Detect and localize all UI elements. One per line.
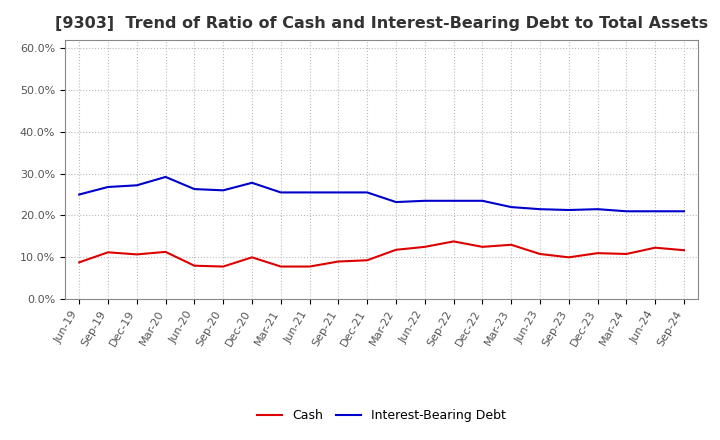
Cash	[593, 250, 602, 256]
Cash	[248, 255, 256, 260]
Interest-Bearing Debt	[680, 209, 688, 214]
Cash	[132, 252, 141, 257]
Cash	[190, 263, 199, 268]
Interest-Bearing Debt	[104, 184, 112, 190]
Interest-Bearing Debt	[75, 192, 84, 197]
Interest-Bearing Debt	[420, 198, 429, 203]
Interest-Bearing Debt	[363, 190, 372, 195]
Interest-Bearing Debt	[334, 190, 343, 195]
Interest-Bearing Debt	[536, 206, 544, 212]
Interest-Bearing Debt	[622, 209, 631, 214]
Interest-Bearing Debt	[449, 198, 458, 203]
Interest-Bearing Debt	[305, 190, 314, 195]
Cash	[536, 251, 544, 257]
Interest-Bearing Debt	[651, 209, 660, 214]
Cash	[104, 249, 112, 255]
Interest-Bearing Debt	[161, 174, 170, 180]
Interest-Bearing Debt	[132, 183, 141, 188]
Cash	[622, 251, 631, 257]
Interest-Bearing Debt	[219, 188, 228, 193]
Cash	[420, 244, 429, 249]
Cash	[507, 242, 516, 247]
Cash	[651, 245, 660, 250]
Cash	[305, 264, 314, 269]
Interest-Bearing Debt	[248, 180, 256, 185]
Title: [9303]  Trend of Ratio of Cash and Interest-Bearing Debt to Total Assets: [9303] Trend of Ratio of Cash and Intere…	[55, 16, 708, 32]
Cash	[478, 244, 487, 249]
Interest-Bearing Debt	[190, 187, 199, 192]
Cash	[680, 248, 688, 253]
Cash	[219, 264, 228, 269]
Line: Cash: Cash	[79, 242, 684, 267]
Line: Interest-Bearing Debt: Interest-Bearing Debt	[79, 177, 684, 211]
Cash	[363, 258, 372, 263]
Interest-Bearing Debt	[478, 198, 487, 203]
Cash	[276, 264, 285, 269]
Cash	[161, 249, 170, 254]
Cash	[449, 239, 458, 244]
Cash	[392, 247, 400, 253]
Interest-Bearing Debt	[392, 199, 400, 205]
Interest-Bearing Debt	[507, 205, 516, 210]
Interest-Bearing Debt	[593, 206, 602, 212]
Interest-Bearing Debt	[564, 207, 573, 213]
Interest-Bearing Debt	[276, 190, 285, 195]
Legend: Cash, Interest-Bearing Debt: Cash, Interest-Bearing Debt	[253, 404, 510, 427]
Cash	[75, 260, 84, 265]
Cash	[564, 255, 573, 260]
Cash	[334, 259, 343, 264]
